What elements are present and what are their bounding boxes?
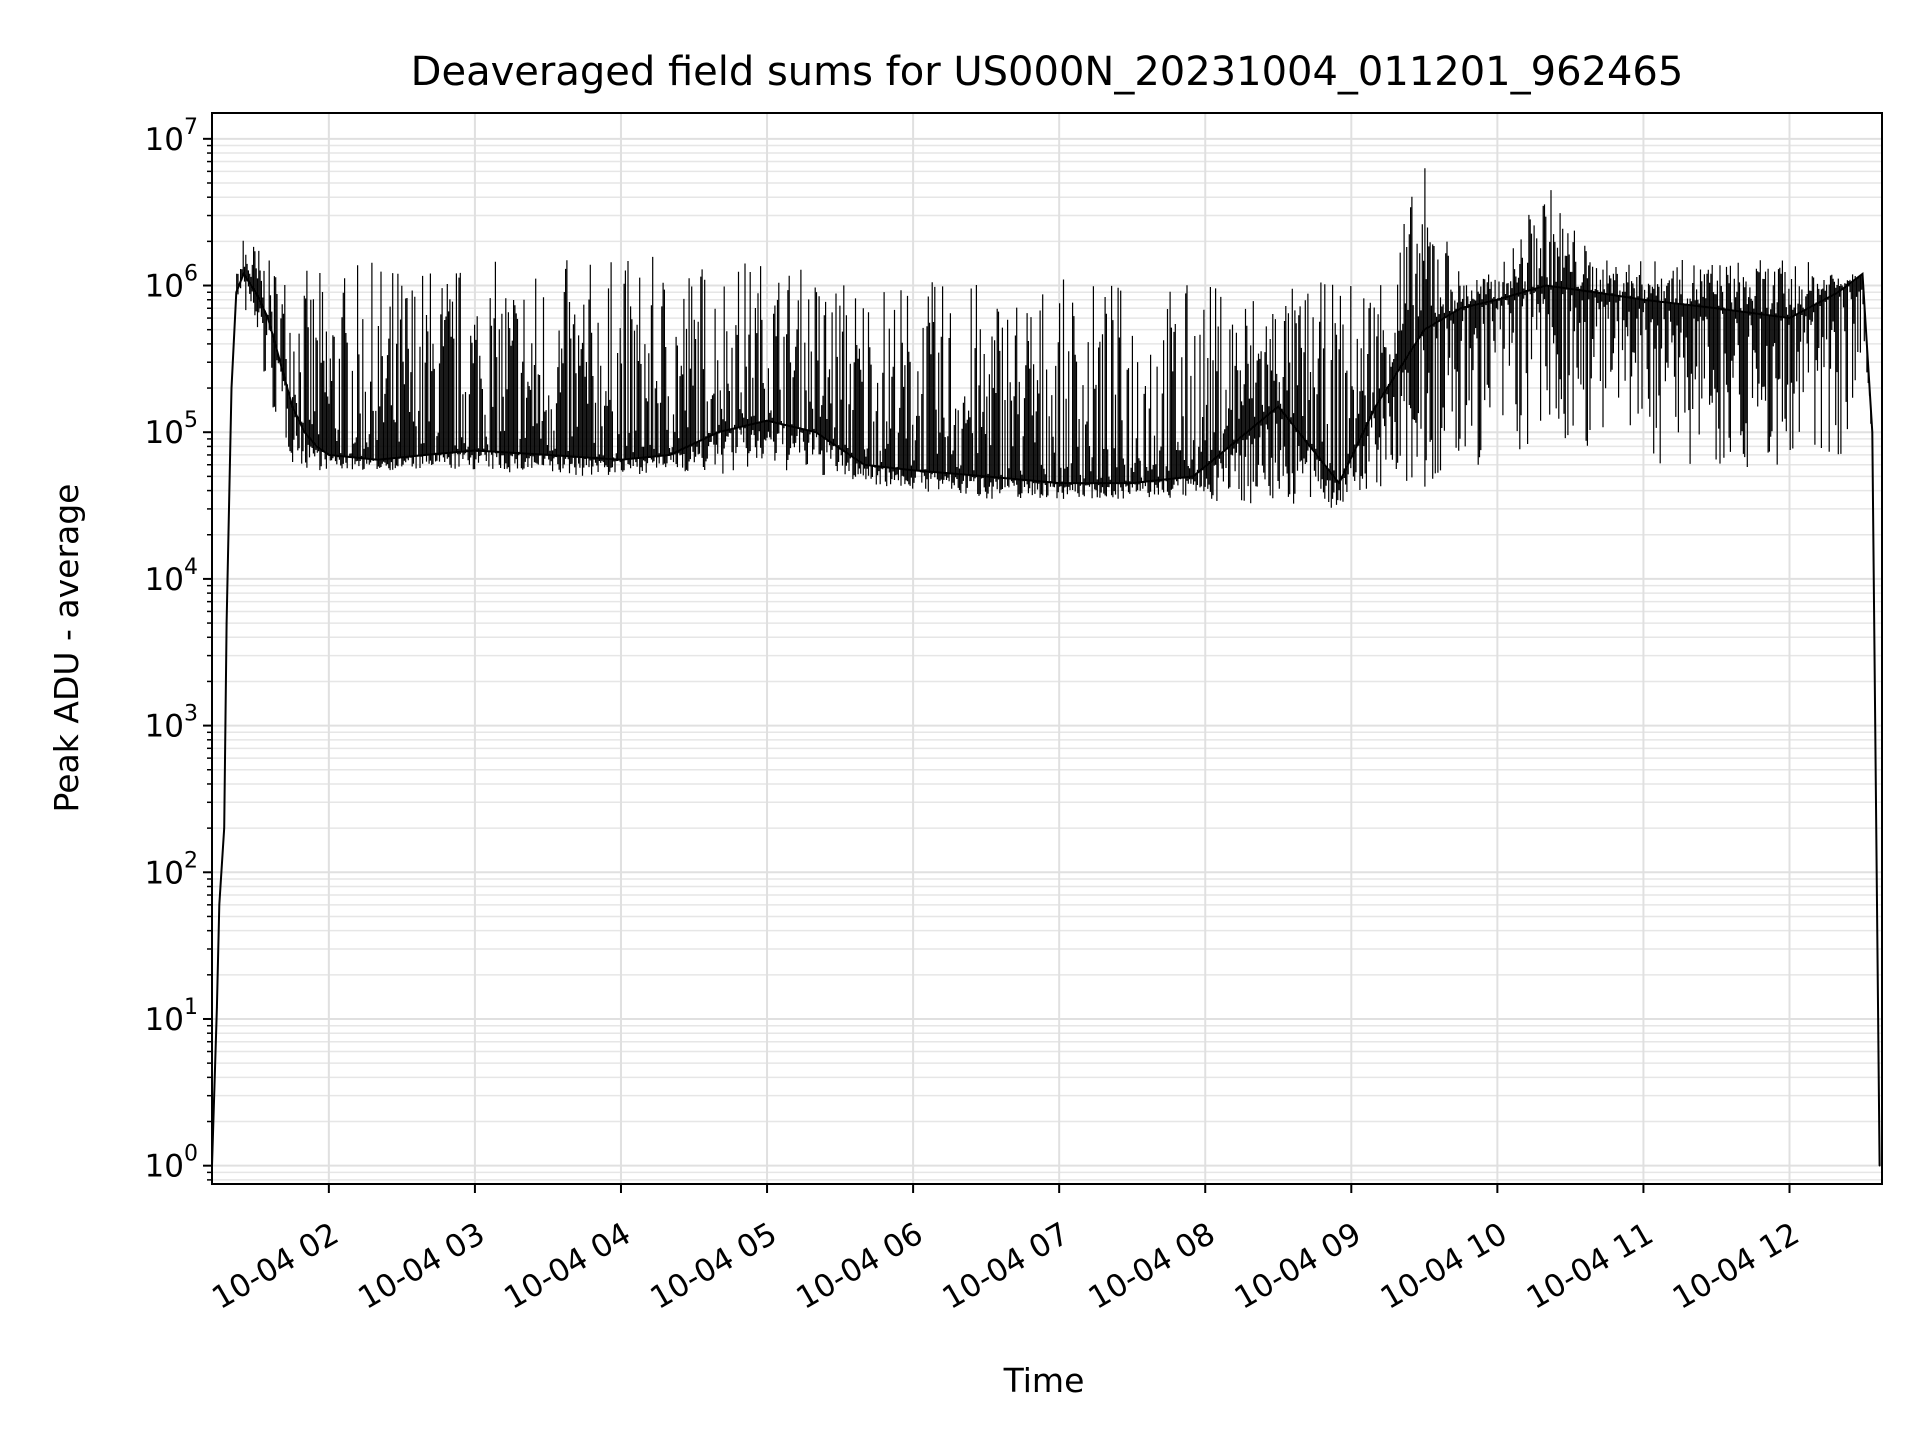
data-point [912, 469, 914, 472]
data-point [216, 1006, 218, 1009]
plot-frame [211, 112, 1883, 1185]
data-point [1837, 291, 1839, 294]
data-point [1788, 317, 1791, 319]
data-point [425, 454, 428, 456]
series-line-spikes [230, 168, 1873, 508]
data-point [303, 431, 306, 434]
data-point [279, 361, 282, 364]
data-point [235, 291, 238, 294]
y-tick-label: 106 [145, 262, 198, 305]
x-axis-title: Time [1003, 1361, 1085, 1400]
y-axis-title: Peak ADU - average [47, 484, 86, 813]
data-point [328, 454, 330, 456]
data-point [315, 445, 318, 448]
y-tick-label: 105 [145, 408, 198, 451]
data-point [267, 317, 269, 319]
data-point [1715, 307, 1718, 310]
data-point [1338, 482, 1340, 484]
data-point [863, 464, 866, 466]
data-series [211, 168, 1881, 1167]
data-point [242, 273, 245, 275]
y-tick-label: 101 [145, 995, 198, 1038]
y-tick-label: 100 [145, 1142, 198, 1185]
y-tick-label: 104 [145, 555, 198, 598]
data-point [291, 405, 294, 408]
data-point [1374, 405, 1377, 408]
y-tick-label: 103 [145, 702, 198, 745]
data-point [255, 291, 257, 294]
chart-title: Deaveraged field sums for US000N_2023100… [411, 49, 1684, 95]
y-tick-label: 102 [145, 848, 198, 891]
data-point [376, 458, 379, 461]
data-point [223, 827, 225, 829]
data-point [218, 904, 221, 906]
data-point [1192, 475, 1194, 478]
data-point [668, 454, 671, 456]
data-point [1058, 482, 1060, 484]
data-point [1878, 1164, 1881, 1167]
data-point [1496, 298, 1499, 301]
data-point [766, 419, 768, 422]
grid-lines [212, 113, 1882, 1184]
data-point [1861, 273, 1864, 275]
data-point [1131, 482, 1133, 484]
data-point [1642, 298, 1645, 301]
data-point [1460, 307, 1462, 310]
data-point [1277, 405, 1280, 408]
data-point [1423, 328, 1426, 331]
data-point [985, 475, 987, 478]
data-point [547, 454, 549, 456]
data-point [1593, 291, 1596, 294]
data-point [814, 431, 817, 434]
data-point [474, 449, 476, 452]
data-point [1545, 284, 1547, 287]
data-point [1871, 431, 1874, 434]
data-point [620, 458, 622, 461]
data-point [717, 431, 720, 434]
data-point [225, 622, 228, 624]
data-point [230, 387, 233, 389]
y-tick-label: 107 [145, 115, 198, 158]
